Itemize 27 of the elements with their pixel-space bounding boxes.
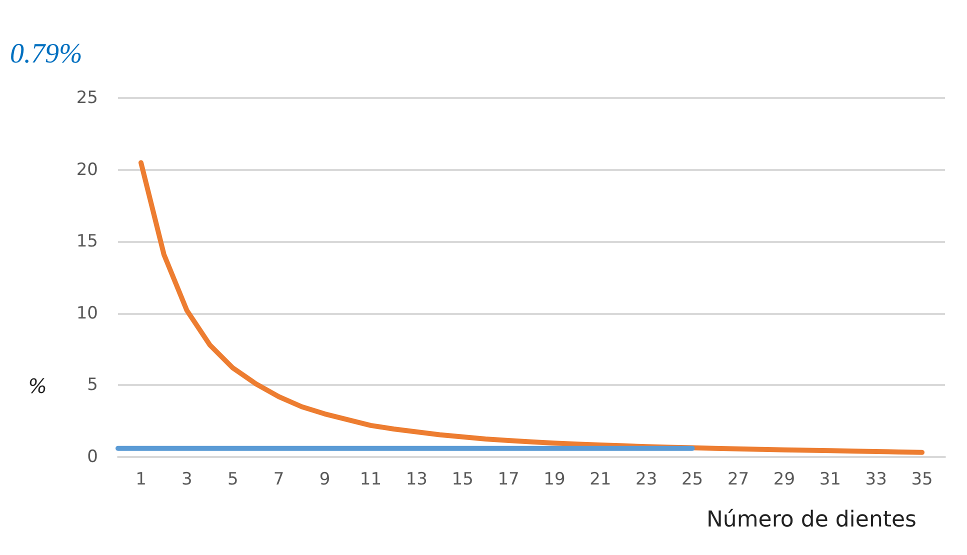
x-tick-label: 11 [360,470,382,490]
x-axis-title: Número de dientes [706,508,917,532]
x-tick-label: 25 [681,470,704,490]
text: 0.79% [10,38,82,70]
y-axis-title: % [28,374,48,398]
y-tick-label: 0 [87,447,98,467]
y-tick-label: 15 [76,232,98,252]
x-tick-label: 15 [452,470,474,490]
y-tick-label: 25 [76,88,98,108]
x-tick-label: 9 [319,470,330,490]
x-tick-label: 17 [498,470,520,490]
x-tick-label: 35 [911,470,933,490]
x-tick-label: 13 [406,470,428,490]
x-tick-label: 19 [544,470,566,490]
x-tick-label: 29 [773,470,796,490]
x-tick-label: 31 [819,470,841,490]
x-tick-label: 23 [636,470,658,490]
y-tick-label: 20 [76,160,98,180]
x-tick-label: 3 [182,470,192,490]
x-tick-label: 1 [136,470,146,490]
y-tick-label: 5 [87,375,98,396]
x-tick-label: 33 [865,470,887,490]
x-tick-label: 5 [227,470,238,490]
y-tick-label: 10 [76,303,98,324]
x-tick-label: 21 [590,470,612,490]
x-tick-label: 27 [727,470,750,490]
x-tick-label: 7 [273,470,284,490]
